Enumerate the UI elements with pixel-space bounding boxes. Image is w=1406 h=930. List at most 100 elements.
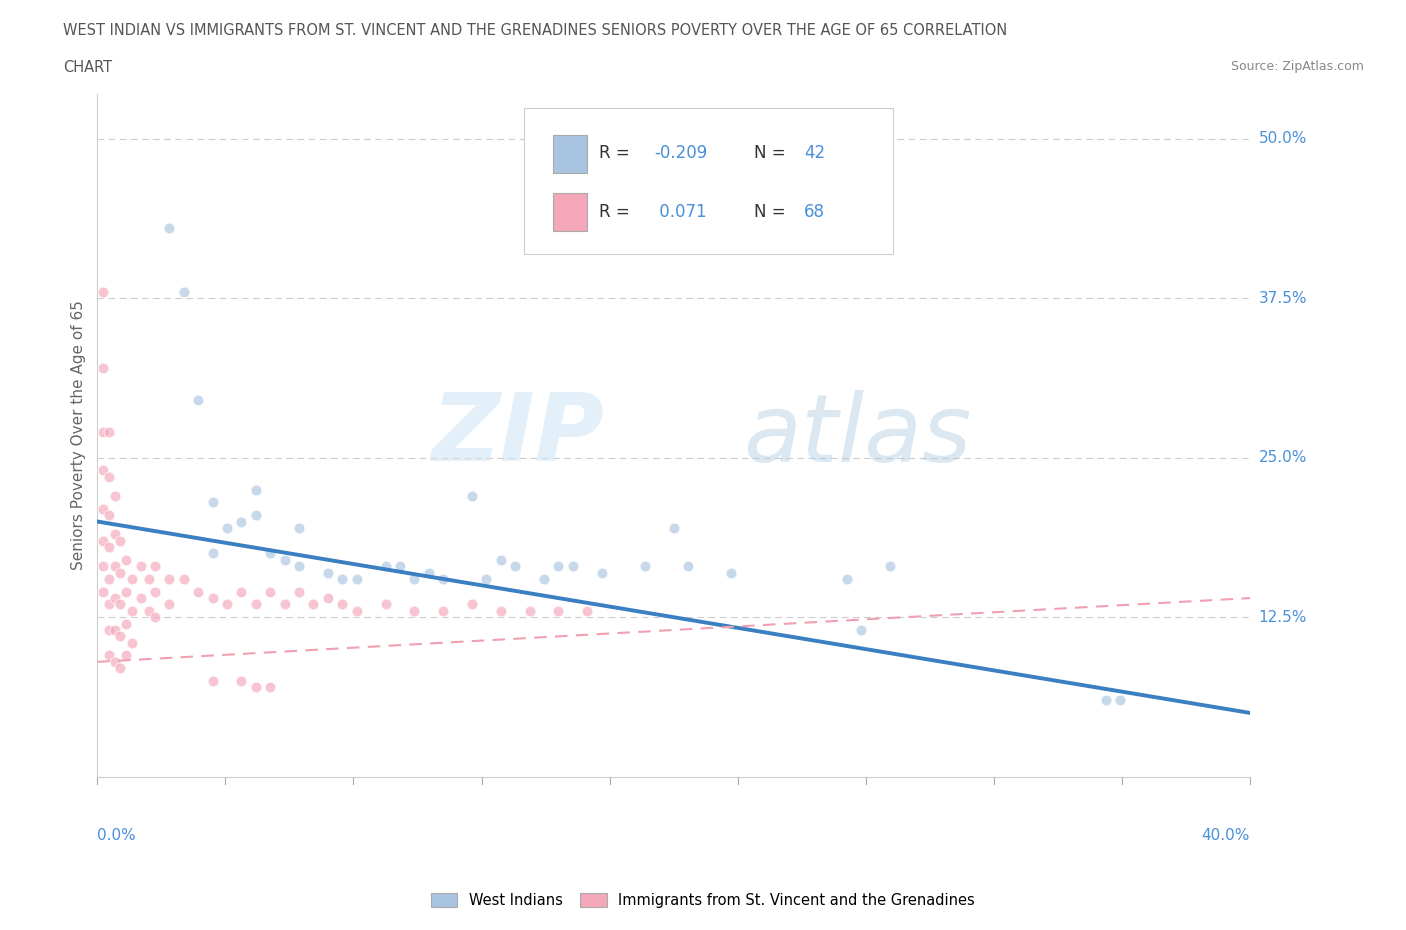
Point	[115, 617, 138, 631]
Point	[273, 552, 295, 567]
Text: 42: 42	[804, 144, 825, 163]
Point	[561, 559, 583, 574]
Point	[104, 591, 127, 605]
Point	[129, 559, 152, 574]
Point	[461, 597, 484, 612]
Point	[404, 604, 426, 618]
Point	[97, 648, 120, 663]
Legend: West Indians, Immigrants from St. Vincent and the Grenadines: West Indians, Immigrants from St. Vincen…	[425, 886, 981, 913]
FancyBboxPatch shape	[553, 193, 588, 231]
Point	[288, 584, 311, 599]
Point	[418, 565, 440, 580]
Point	[201, 546, 224, 561]
Text: 12.5%: 12.5%	[1258, 610, 1308, 625]
Point	[634, 559, 657, 574]
Point	[302, 597, 325, 612]
Point	[547, 559, 569, 574]
Point	[173, 572, 195, 587]
Text: CHART: CHART	[63, 60, 112, 75]
Point	[374, 597, 396, 612]
Point	[115, 648, 138, 663]
Point	[138, 604, 160, 618]
Point	[91, 425, 114, 440]
Point	[547, 604, 569, 618]
Point	[104, 488, 127, 503]
Point	[110, 565, 132, 580]
Point	[104, 559, 127, 574]
Point	[110, 661, 132, 676]
Point	[97, 508, 120, 523]
Point	[519, 604, 541, 618]
Point	[91, 463, 114, 478]
Point	[330, 597, 353, 612]
Point	[245, 597, 267, 612]
Point	[91, 501, 114, 516]
Point	[97, 597, 120, 612]
Point	[157, 220, 180, 235]
Point	[245, 508, 267, 523]
Text: atlas: atlas	[742, 390, 972, 481]
Point	[1095, 693, 1118, 708]
Text: -0.209: -0.209	[654, 144, 707, 163]
Point	[97, 470, 120, 485]
Point	[259, 680, 281, 695]
Text: ZIP: ZIP	[432, 390, 605, 482]
Point	[346, 604, 368, 618]
Point	[201, 591, 224, 605]
Point	[121, 635, 143, 650]
Point	[316, 591, 339, 605]
Point	[288, 521, 311, 536]
Point	[489, 604, 512, 618]
Point	[245, 680, 267, 695]
Point	[129, 591, 152, 605]
Point	[91, 361, 114, 376]
Point	[91, 533, 114, 548]
Point	[835, 572, 858, 587]
Text: 40.0%: 40.0%	[1202, 828, 1250, 843]
Point	[273, 597, 295, 612]
Point	[138, 572, 160, 587]
Point	[245, 482, 267, 497]
Text: Source: ZipAtlas.com: Source: ZipAtlas.com	[1230, 60, 1364, 73]
Text: 0.0%: 0.0%	[97, 828, 136, 843]
Point	[104, 622, 127, 637]
Point	[720, 565, 742, 580]
Point	[533, 572, 555, 587]
Point	[330, 572, 353, 587]
Point	[432, 604, 454, 618]
Point	[404, 572, 426, 587]
Point	[231, 514, 253, 529]
Point	[576, 604, 599, 618]
FancyBboxPatch shape	[553, 135, 588, 173]
Point	[374, 559, 396, 574]
Text: N =: N =	[755, 203, 792, 221]
Text: 25.0%: 25.0%	[1258, 450, 1308, 465]
Point	[110, 629, 132, 644]
Point	[849, 622, 872, 637]
Text: 68: 68	[804, 203, 825, 221]
Point	[143, 610, 166, 625]
Point	[662, 521, 685, 536]
Point	[115, 584, 138, 599]
Point	[503, 559, 526, 574]
Point	[97, 425, 120, 440]
Point	[143, 584, 166, 599]
Point	[157, 572, 180, 587]
Text: 50.0%: 50.0%	[1258, 131, 1308, 146]
Point	[104, 655, 127, 670]
Point	[432, 572, 454, 587]
Point	[97, 539, 120, 554]
Point	[259, 546, 281, 561]
Text: N =: N =	[755, 144, 792, 163]
Point	[110, 597, 132, 612]
Point	[187, 584, 209, 599]
Point	[215, 597, 238, 612]
Point	[121, 604, 143, 618]
Y-axis label: Seniors Poverty Over the Age of 65: Seniors Poverty Over the Age of 65	[72, 300, 86, 570]
Point	[231, 673, 253, 688]
Point	[115, 552, 138, 567]
Point	[489, 552, 512, 567]
Point	[346, 572, 368, 587]
Point	[288, 559, 311, 574]
Point	[143, 559, 166, 574]
